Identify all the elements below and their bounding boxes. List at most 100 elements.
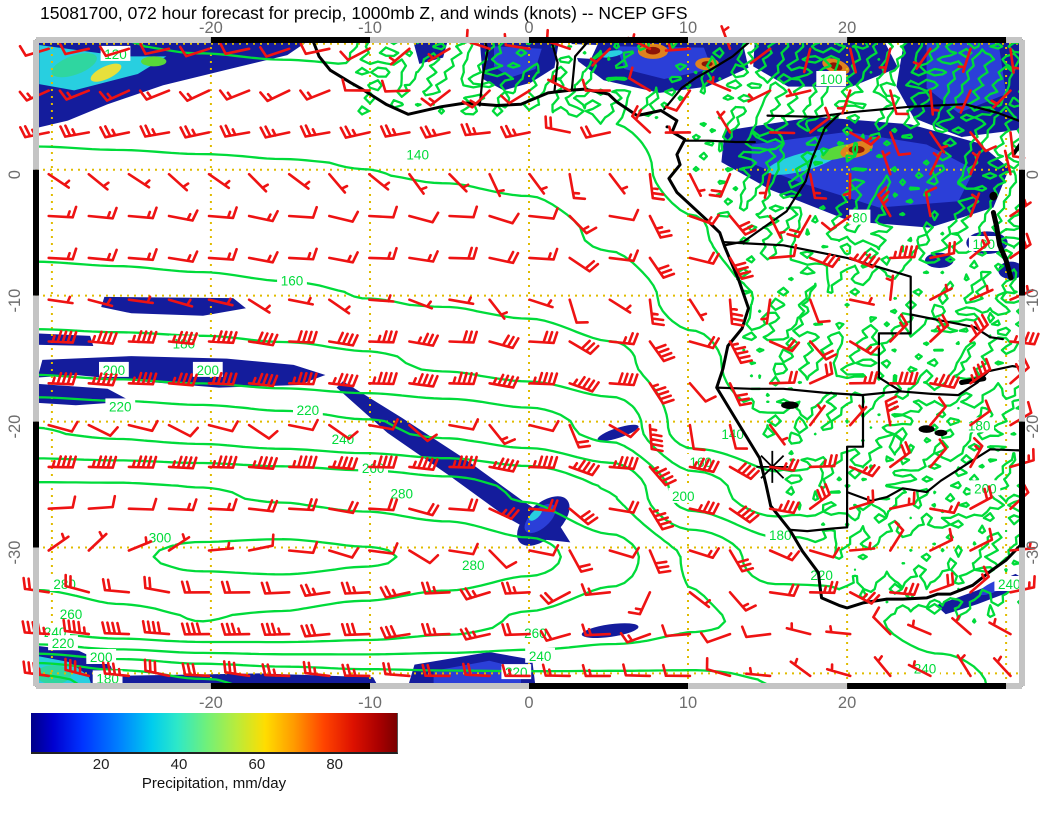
axis-tick-label: -30 (1024, 541, 1042, 565)
contour-label-halo (668, 487, 699, 503)
precip-region (528, 508, 542, 521)
lake (934, 429, 948, 437)
precip-region (141, 56, 167, 67)
axis-tick-label: 0 (1024, 170, 1042, 179)
colorbar-label: Precipitation, mm/day (141, 775, 287, 792)
country-border (789, 526, 849, 533)
contour-label: 220 (810, 568, 833, 583)
contour-label-halo (994, 576, 1025, 591)
contour-label-halo (964, 417, 994, 433)
contour-label: 140 (406, 148, 429, 163)
precip-region (90, 63, 122, 82)
country-border (766, 103, 1024, 123)
contour-label-halo (849, 209, 871, 225)
contour-label-halo (816, 71, 847, 86)
contour-label-halo (910, 660, 940, 676)
contour-label-halo (525, 647, 555, 663)
axis-tick-label: 10 (679, 694, 697, 712)
country-border (478, 38, 489, 107)
contour-label-halo (386, 485, 417, 501)
contour-label-halo (48, 635, 78, 651)
axis-tick-label: -10 (358, 19, 382, 37)
precipitation-shading-layer (36, 40, 1024, 686)
axis-tick-label: -10 (6, 289, 24, 313)
contour-label-halo (806, 567, 837, 583)
lake (781, 401, 799, 410)
colorbar-tick-label: 80 (326, 756, 344, 773)
contour-label-halo (293, 402, 323, 418)
contour-label: 220 (505, 665, 528, 680)
height-contours (34, 38, 1024, 688)
contour-label: 200 (90, 650, 113, 665)
country-border (683, 139, 756, 144)
contour-label: 240 (332, 432, 355, 447)
precip-region (336, 381, 571, 543)
contour-label-halo (970, 480, 1001, 496)
axis-tick-label: -20 (199, 694, 223, 712)
contour-label-halo (402, 146, 433, 162)
axis-tick-label: 0 (524, 694, 533, 712)
country-border (723, 113, 841, 247)
page-title: 15081700, 072 hour forecast for precip, … (40, 3, 688, 23)
precip-region (767, 149, 838, 175)
lake (989, 191, 998, 201)
contour-label-halo (328, 431, 358, 447)
axis-tick-label: -20 (1024, 415, 1042, 439)
country-border (663, 38, 753, 111)
lake (918, 425, 935, 433)
axis-tick-label: -10 (358, 694, 382, 712)
contour-label: 280 (391, 486, 414, 501)
contour-label-halo (685, 453, 716, 469)
precipitation-colorbar-gradient (31, 713, 398, 754)
height-contour-layer (34, 38, 1024, 688)
contour-label: 260 (524, 626, 547, 641)
country-border (846, 448, 1024, 502)
precip-region (597, 424, 639, 442)
geography-layer (311, 38, 1024, 610)
contour-label: 80 (852, 211, 867, 226)
country-border (909, 313, 1004, 341)
country-border (846, 394, 865, 529)
contour-label-halo (458, 557, 489, 573)
africa-coastline (311, 38, 1024, 610)
colorbar-tick-label: 20 (92, 756, 110, 773)
contour-label: 220 (109, 399, 132, 414)
contour-label: 200 (103, 363, 126, 378)
contour-label: 300 (149, 530, 172, 545)
axis-tick-label: 0 (6, 170, 24, 179)
lake (990, 210, 1014, 281)
axis-tick-label: -20 (199, 19, 223, 37)
contour-label-halo (86, 649, 117, 664)
precip-region (51, 53, 97, 78)
contour-label: 260 (60, 607, 83, 622)
contour-label: 100 (820, 72, 843, 87)
contour-label: 160 (281, 274, 304, 289)
colorbar: 20 40 60 80 Precipitation, mm/day (31, 713, 398, 792)
contour-label: 280 (462, 558, 485, 573)
contour-label-halo (145, 529, 175, 545)
contour-label-halo (277, 272, 307, 288)
contour-label-halo (192, 361, 223, 377)
precip-region (36, 665, 71, 685)
colorbar-ticks: 20 40 60 80 (31, 754, 397, 774)
contour-label-halo (56, 606, 86, 622)
contour-label: 240 (529, 649, 552, 664)
axis-tick-label: -30 (6, 541, 24, 565)
contour-label: 200 (197, 363, 220, 378)
contour-label: 240 (914, 661, 937, 676)
contour-label: 220 (52, 636, 75, 651)
contour-label-halo (765, 526, 796, 542)
axis-tick-label: 10 (679, 19, 697, 37)
axis-tick-label: 0 (524, 19, 533, 37)
colorbar-tick-label: 60 (248, 756, 266, 773)
country-border (570, 38, 591, 91)
contour-label-halo (105, 398, 136, 414)
axis-tick-label: -10 (1024, 289, 1042, 313)
contour-label: 180 (769, 528, 792, 543)
map-frame-layer (33, 37, 1025, 689)
country-border (715, 386, 933, 397)
contour-label: 220 (297, 403, 320, 418)
